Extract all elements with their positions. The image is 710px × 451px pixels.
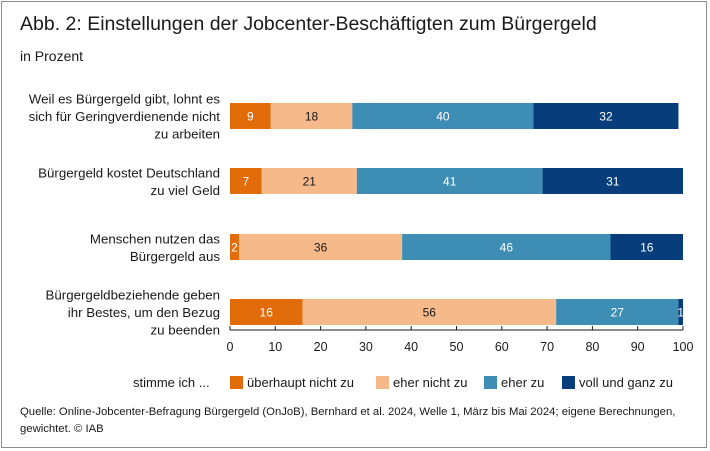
data-label: 18: [305, 110, 319, 124]
bar-segment: [239, 234, 403, 260]
legend-label: eher zu: [501, 375, 544, 390]
category-label: zu viel Geld: [151, 183, 220, 198]
data-label: 21: [303, 175, 317, 189]
bar-segment: [610, 234, 683, 260]
source-note: Quelle: Online-Jobcenter-Befragung Bürge…: [20, 406, 676, 435]
category-label: Weil es Bürgergeld gibt, lohnt es: [29, 92, 221, 107]
data-label: 56: [423, 306, 437, 320]
category-label: zu arbeiten: [154, 127, 220, 142]
bar-segment: [261, 168, 357, 194]
bar-segment: [230, 234, 240, 260]
data-label: 36: [314, 241, 328, 255]
bar-segment: [270, 103, 353, 129]
category-label: ihr Bestes, um den Bezug: [68, 305, 220, 320]
legend-label: überhaupt nicht zu: [247, 375, 354, 390]
x-tick-label: 100: [673, 340, 694, 354]
data-label: 2: [231, 241, 238, 255]
bar-segment: [542, 168, 683, 194]
bar-segment: [230, 168, 262, 194]
category-label: Bürgergeld kostet Deutschland: [38, 165, 220, 180]
bar-segment: [556, 299, 679, 325]
category-label: Bürgergeld aus: [130, 249, 221, 264]
x-tick-label: 10: [268, 340, 282, 354]
data-label: 1: [677, 306, 684, 320]
category-label: Menschen nutzen das: [90, 231, 220, 246]
x-tick-label: 50: [450, 340, 464, 354]
chart-title: Abb. 2: Einstellungen der Jobcenter-Besc…: [20, 13, 597, 35]
legend-swatch: [230, 376, 243, 389]
data-label: 27: [611, 306, 625, 320]
x-tick-label: 80: [585, 340, 599, 354]
category-label: Bürgergeldbeziehende geben: [46, 288, 220, 303]
legend-swatch: [376, 376, 389, 389]
x-tick-label: 90: [631, 340, 645, 354]
bar-segment: [302, 299, 557, 325]
legend-swatch: [484, 376, 497, 389]
bar-segment: [230, 299, 303, 325]
legend-prefix: stimme ich ...: [133, 375, 210, 390]
data-label: 16: [260, 306, 274, 320]
bar-segment: [402, 234, 611, 260]
bar-segment: [356, 168, 543, 194]
data-label: 31: [606, 175, 620, 189]
data-label: 32: [599, 110, 613, 124]
x-tick-label: 40: [404, 340, 418, 354]
category-label: sich für Geringverdienende nicht: [29, 109, 221, 124]
data-label: 46: [500, 241, 514, 255]
x-tick-label: 60: [495, 340, 509, 354]
bar-segment: [352, 103, 534, 129]
legend-label: eher nicht zu: [393, 375, 467, 390]
x-tick-label: 0: [227, 340, 234, 354]
data-label: 7: [243, 175, 250, 189]
category-label: zu beenden: [150, 323, 220, 338]
legend-swatch: [562, 376, 575, 389]
legend-label: voll und ganz zu: [579, 375, 673, 390]
data-label: 41: [443, 175, 457, 189]
x-tick-label: 20: [314, 340, 328, 354]
chart-subtitle: in Prozent: [20, 48, 84, 64]
x-tick-label: 70: [540, 340, 554, 354]
data-label: 9: [247, 110, 254, 124]
data-label: 40: [436, 110, 450, 124]
bar-segment: [230, 103, 271, 129]
x-tick-label: 30: [359, 340, 373, 354]
data-label: 16: [640, 241, 654, 255]
bar-segment: [678, 299, 683, 325]
bar-segment: [533, 103, 679, 129]
